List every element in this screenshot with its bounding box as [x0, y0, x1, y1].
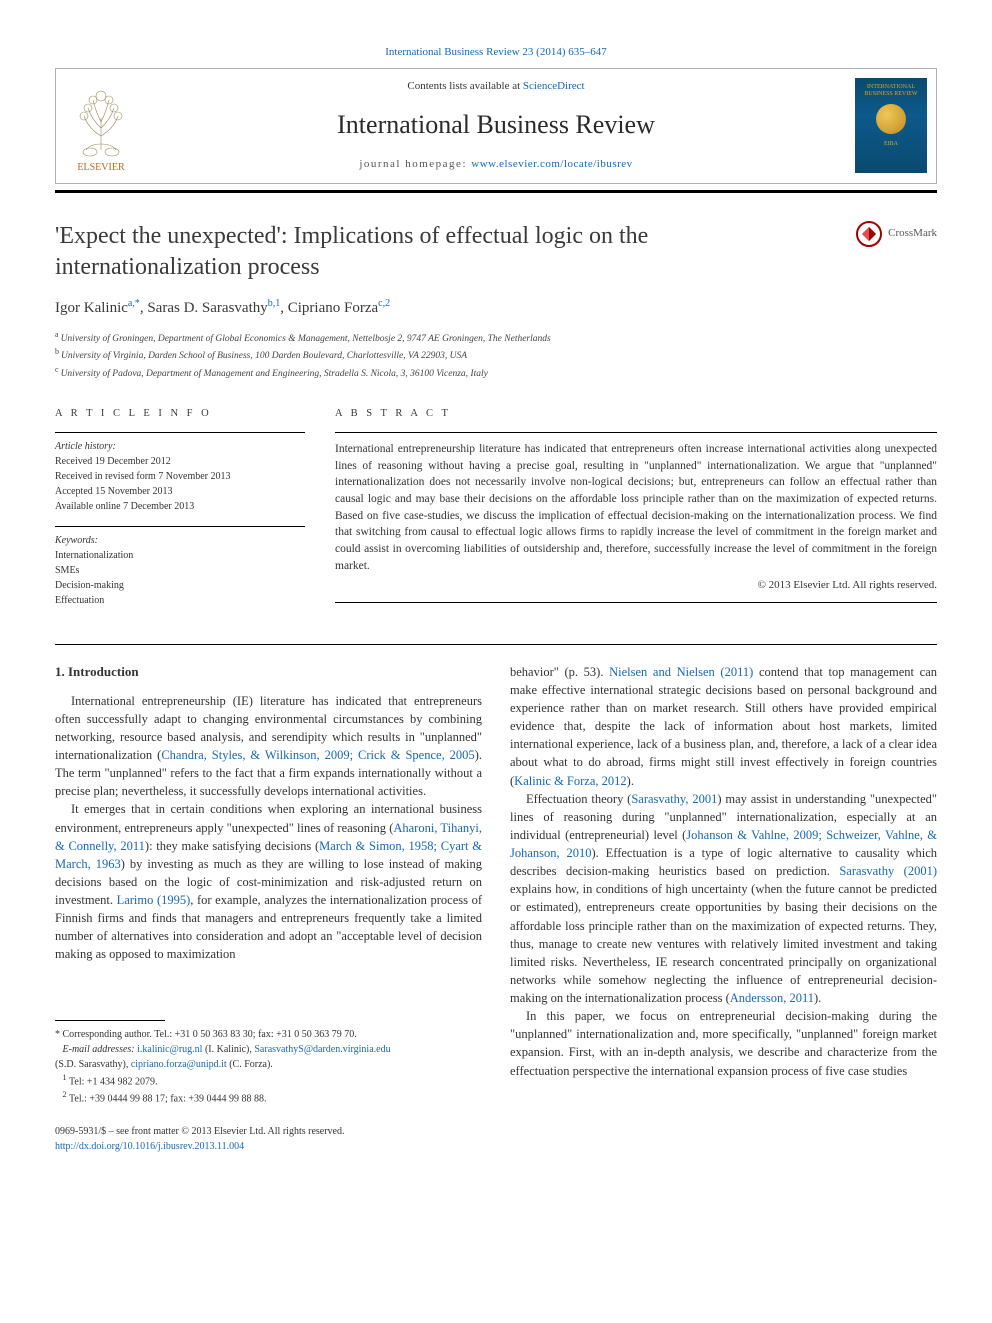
author-1: Igor Kalinic	[55, 300, 128, 316]
doi-link[interactable]: http://dx.doi.org/10.1016/j.ibusrev.2013…	[55, 1141, 244, 1152]
footnotes: * Corresponding author. Tel.: +31 0 50 3…	[55, 1027, 482, 1107]
authors-line: Igor Kalinica,*, Saras D. Sarasvathyb,1,…	[55, 297, 937, 319]
author-1-aff[interactable]: a,	[128, 298, 135, 309]
cite-kalinic[interactable]: Kalinic & Forza, 2012	[514, 774, 626, 788]
email-addresses: E-mail addresses: i.kalinic@rug.nl (I. K…	[55, 1042, 482, 1072]
abstract-copyright: © 2013 Elsevier Ltd. All rights reserved…	[335, 578, 937, 593]
page-footer: 0969-5931/$ – see front matter © 2013 El…	[55, 1124, 937, 1154]
cite-sarasvathy-2[interactable]: Sarasvathy (2001)	[839, 864, 937, 878]
para-3: Effectuation theory (Sarasvathy, 2001) m…	[510, 790, 937, 1008]
journal-name: International Business Review	[154, 107, 838, 143]
cover-globe-icon	[876, 104, 906, 134]
issn-line: 0969-5931/$ – see front matter © 2013 El…	[55, 1124, 344, 1139]
sciencedirect-link[interactable]: ScienceDirect	[523, 80, 585, 92]
para-2: It emerges that in certain conditions wh…	[55, 800, 482, 963]
affiliations: aUniversity of Groningen, Department of …	[55, 329, 937, 381]
header-center: Contents lists available at ScienceDirec…	[146, 69, 846, 182]
article-info-column: A R T I C L E I N F O Article history: R…	[55, 407, 305, 620]
email-2[interactable]: SarasvathyS@darden.virginia.edu	[254, 1044, 390, 1055]
journal-header-box: ELSEVIER Contents lists available at Sci…	[55, 68, 937, 183]
article-info-heading: A R T I C L E I N F O	[55, 407, 305, 422]
contents-available: Contents lists available at ScienceDirec…	[154, 79, 838, 94]
elsevier-logo: ELSEVIER	[56, 69, 146, 182]
author-3: Cipriano Forza	[288, 300, 378, 316]
cite-nielsen[interactable]: Nielsen and Nielsen (2011)	[609, 665, 753, 679]
footnote-1: 1 Tel: +1 434 982 2079.	[55, 1072, 482, 1089]
section-1-heading: 1. Introduction	[55, 663, 482, 682]
citation-link[interactable]: International Business Review 23 (2014) …	[385, 46, 607, 58]
abstract-text: International entrepreneurship literatur…	[335, 441, 937, 574]
para-2-cont: behavior" (p. 53). Nielsen and Nielsen (…	[510, 663, 937, 790]
author-1-corr[interactable]: *	[135, 298, 140, 309]
cover-title: INTERNATIONAL BUSINESS REVIEW	[859, 84, 923, 97]
cite-andersson[interactable]: Andersson, 2011	[730, 991, 814, 1005]
cite-sarasvathy-1[interactable]: Sarasvathy, 2001	[631, 792, 717, 806]
crossmark-label: CrossMark	[888, 226, 937, 241]
affiliation-a: aUniversity of Groningen, Department of …	[55, 329, 937, 346]
header-rule	[55, 190, 937, 193]
footnote-2: 2 Tel.: +39 0444 99 88 17; fax: +39 0444…	[55, 1089, 482, 1106]
cover-footer: EIBA	[884, 140, 898, 148]
citation-header: International Business Review 23 (2014) …	[55, 45, 937, 60]
cite-chandra[interactable]: Chandra, Styles, & Wilkinson, 2009; Cric…	[161, 748, 474, 762]
journal-homepage: journal homepage: www.elsevier.com/locat…	[154, 157, 838, 172]
email-3[interactable]: cipriano.forza@unipd.it	[131, 1059, 227, 1070]
affiliation-b: bUniversity of Virginia, Darden School o…	[55, 346, 937, 363]
abstract-heading: A B S T R A C T	[335, 407, 937, 422]
body-text: 1. Introduction International entreprene…	[55, 663, 937, 1106]
author-2: Saras D. Sarasvathy	[147, 300, 267, 316]
para-4: In this paper, we focus on entrepreneuri…	[510, 1007, 937, 1080]
crossmark-icon	[856, 221, 882, 247]
article-history: Article history: Received 19 December 20…	[55, 432, 305, 514]
author-2-aff[interactable]: b,1	[268, 298, 281, 309]
elsevier-tree-icon: ELSEVIER	[62, 78, 140, 173]
corresponding-author: * Corresponding author. Tel.: +31 0 50 3…	[55, 1027, 482, 1042]
footnote-separator	[55, 1020, 165, 1021]
keywords: Keywords: Internationalization SMEs Deci…	[55, 526, 305, 608]
cite-larimo[interactable]: Larimo (1995)	[117, 893, 191, 907]
para-1: International entrepreneurship (IE) lite…	[55, 692, 482, 801]
journal-cover-thumb: INTERNATIONAL BUSINESS REVIEW EIBA	[846, 69, 936, 182]
elsevier-wordmark: ELSEVIER	[77, 162, 125, 173]
article-title: 'Expect the unexpected': Implications of…	[55, 221, 836, 283]
affiliation-c: cUniversity of Padova, Department of Man…	[55, 364, 937, 381]
author-3-aff[interactable]: c,2	[378, 298, 390, 309]
body-top-rule	[55, 644, 937, 645]
crossmark-badge[interactable]: CrossMark	[856, 221, 937, 247]
abstract-column: A B S T R A C T International entreprene…	[335, 407, 937, 620]
email-1[interactable]: i.kalinic@rug.nl	[137, 1044, 202, 1055]
homepage-link[interactable]: www.elsevier.com/locate/ibusrev	[471, 158, 632, 170]
